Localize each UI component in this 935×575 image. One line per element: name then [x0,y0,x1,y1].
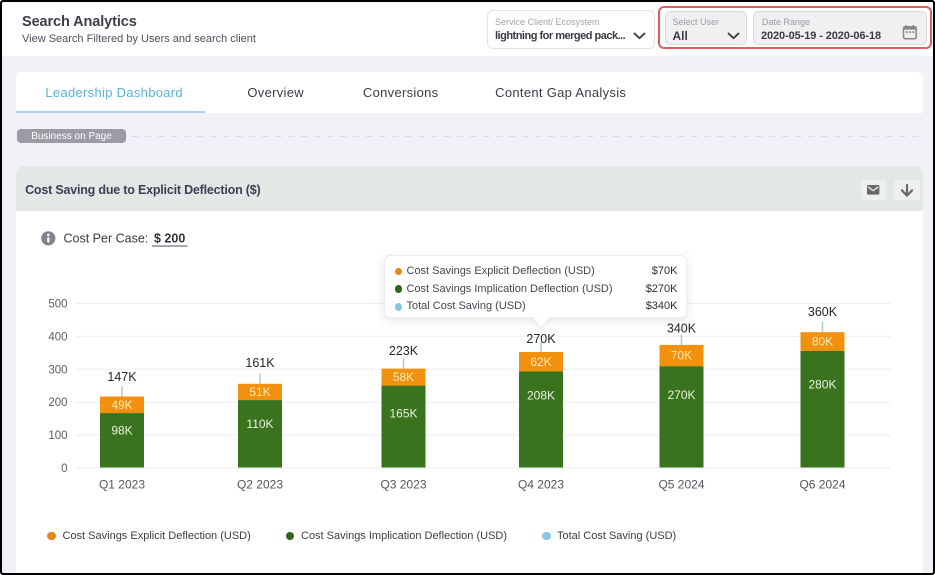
svg-text:270K: 270K [526,332,556,346]
svg-text:200: 200 [48,397,67,409]
svg-text:Q1 2023: Q1 2023 [99,478,145,492]
svg-text:360K: 360K [808,305,838,319]
svg-text:400: 400 [48,331,67,343]
svg-text:300: 300 [48,364,67,376]
svg-text:0: 0 [61,463,67,475]
svg-text:Q2 2023: Q2 2023 [237,478,283,492]
svg-text:Q4 2023: Q4 2023 [518,478,564,492]
svg-text:58K: 58K [393,370,414,384]
svg-text:161K: 161K [245,356,275,370]
svg-text:62K: 62K [530,355,551,369]
svg-text:Q5 2024: Q5 2024 [658,478,704,492]
svg-text:Q3 2023: Q3 2023 [380,478,426,492]
svg-text:208K: 208K [527,388,555,402]
svg-text:80K: 80K [812,335,833,349]
svg-text:280K: 280K [808,378,836,392]
svg-text:$ 200: $ 200 [154,232,185,246]
svg-text:147K: 147K [107,370,137,384]
svg-text:Q6 2024: Q6 2024 [799,478,845,492]
svg-text:110K: 110K [246,417,273,431]
svg-text:500: 500 [48,299,67,311]
svg-text:Cost Per Case:: Cost Per Case: [64,232,149,246]
svg-text:49K: 49K [111,398,132,412]
svg-text:340K: 340K [667,322,697,336]
svg-text:165K: 165K [389,407,417,421]
svg-text:223K: 223K [389,344,419,358]
svg-text:51K: 51K [249,385,270,399]
svg-text:98K: 98K [111,424,132,438]
svg-text:100: 100 [48,430,67,442]
svg-text:270K: 270K [667,388,695,402]
svg-text:70K: 70K [671,349,692,363]
